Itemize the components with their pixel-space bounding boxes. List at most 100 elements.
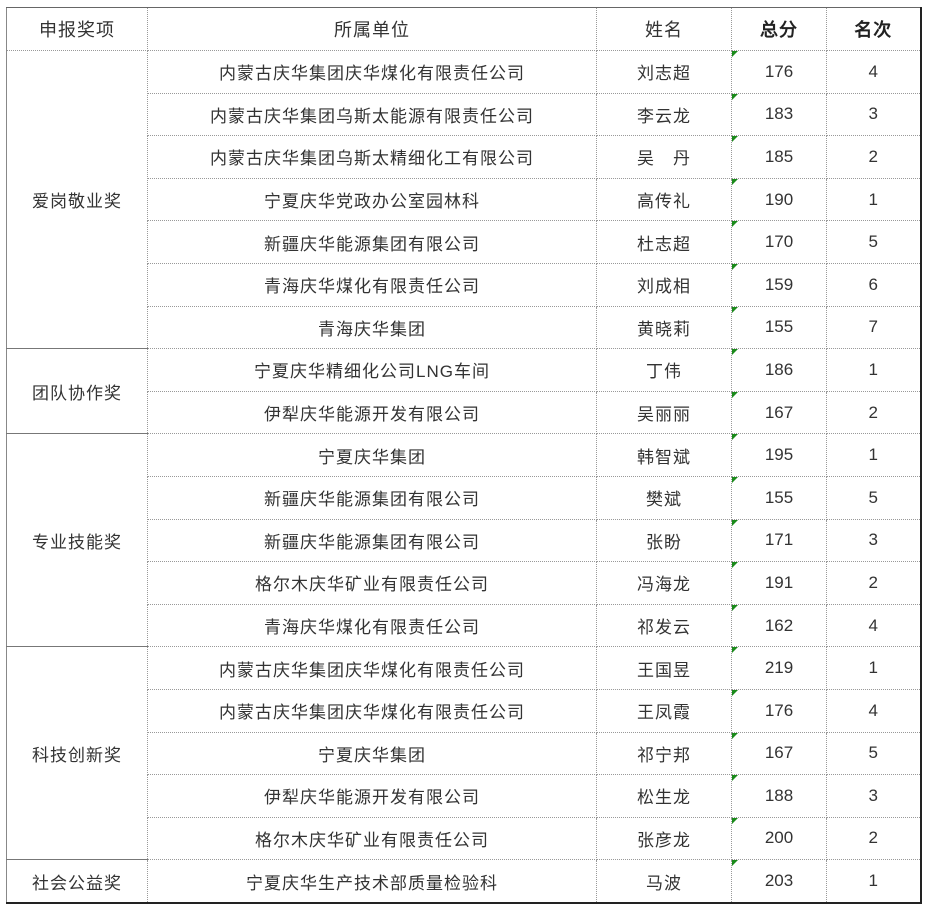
rank-cell: 2 — [826, 390, 921, 435]
score-cell: 186 — [731, 348, 827, 392]
rank-cell: 4 — [826, 603, 921, 648]
award-category: 爱岗敬业奖 — [6, 49, 148, 350]
unit-cell: 伊犁庆华能源开发有限公司 — [147, 774, 597, 818]
rank-cell: 6 — [826, 262, 921, 307]
score-cell: 171 — [731, 518, 827, 563]
table-row: 新疆庆华能源集团有限公司 杜志超 170 5 — [7, 220, 921, 264]
unit-cell: 新疆庆华能源集团有限公司 — [147, 220, 597, 264]
name-cell: 黄晓莉 — [596, 305, 732, 350]
award-category: 团队协作奖 — [6, 348, 148, 435]
table-row: 新疆庆华能源集团有限公司 张盼 171 3 — [7, 518, 921, 563]
table-row: 伊犁庆华能源开发有限公司 松生龙 188 3 — [7, 774, 921, 818]
unit-cell: 青海庆华煤化有限责任公司 — [147, 262, 597, 307]
unit-cell: 新疆庆华能源集团有限公司 — [147, 475, 597, 520]
name-cell: 祁宁邦 — [596, 731, 732, 776]
award-category: 专业技能奖 — [6, 433, 148, 648]
rank-cell: 7 — [826, 305, 921, 350]
rank-cell: 1 — [826, 433, 921, 477]
score-cell: 183 — [731, 92, 827, 137]
name-cell: 杜志超 — [596, 220, 732, 264]
name-cell: 王国昱 — [596, 646, 732, 690]
unit-cell: 内蒙古庆华集团乌斯太精细化工有限公司 — [147, 135, 597, 179]
unit-cell: 格尔木庆华矿业有限责任公司 — [147, 816, 597, 861]
name-cell: 韩智斌 — [596, 433, 732, 477]
rank-cell: 1 — [826, 646, 921, 690]
rank-cell: 2 — [826, 135, 921, 179]
name-cell: 吴 丹 — [596, 135, 732, 179]
header-rank: 名次 — [826, 7, 921, 51]
name-cell: 刘志超 — [596, 50, 732, 94]
rank-cell: 1 — [826, 859, 921, 904]
name-cell: 冯海龙 — [596, 561, 732, 605]
score-cell: 200 — [731, 816, 827, 861]
rank-cell: 5 — [826, 220, 921, 264]
unit-cell: 青海庆华煤化有限责任公司 — [147, 603, 597, 648]
name-cell: 王凤霞 — [596, 688, 732, 733]
score-cell: 176 — [731, 688, 827, 733]
table-row: 社会公益奖 宁夏庆华生产技术部质量检验科 马波 203 1 — [6, 859, 921, 904]
table-row: 团队协作奖 宁夏庆华精细化公司LNG车间 丁伟 186 1 — [6, 348, 921, 435]
rank-cell: 5 — [826, 731, 921, 776]
rank-cell: 3 — [826, 518, 921, 563]
unit-cell: 内蒙古庆华集团庆华煤化有限责任公司 — [147, 50, 597, 94]
header-award: 申报奖项 — [6, 7, 148, 51]
score-cell: 188 — [731, 774, 827, 818]
score-cell: 191 — [731, 561, 827, 605]
rank-cell: 3 — [826, 92, 921, 137]
score-cell: 195 — [731, 433, 827, 477]
name-cell: 李云龙 — [596, 92, 732, 137]
rank-cell: 1 — [826, 348, 921, 392]
unit-cell: 新疆庆华能源集团有限公司 — [147, 518, 597, 563]
header-name: 姓名 — [596, 7, 732, 51]
score-cell: 185 — [731, 135, 827, 179]
name-cell: 樊斌 — [596, 475, 732, 520]
score-cell: 159 — [731, 262, 827, 307]
unit-cell: 宁夏庆华集团 — [147, 731, 597, 776]
unit-cell: 内蒙古庆华集团庆华煤化有限责任公司 — [147, 646, 597, 690]
award-category: 社会公益奖 — [6, 859, 148, 904]
name-cell: 刘成相 — [596, 262, 732, 307]
table-row: 科技创新奖 内蒙古庆华集团庆华煤化有限责任公司 王国昱 219 1 — [6, 646, 921, 861]
name-cell: 高传礼 — [596, 177, 732, 222]
name-cell: 松生龙 — [596, 774, 732, 818]
table-row: 宁夏庆华集团 祁宁邦 167 5 — [7, 731, 921, 776]
rank-cell: 3 — [826, 774, 921, 818]
table-row: 内蒙古庆华集团乌斯太能源有限责任公司 李云龙 183 3 — [7, 92, 921, 137]
table-row: 青海庆华集团 黄晓莉 155 7 — [7, 305, 921, 350]
header-row: 申报奖项 所属单位 姓名 总分 名次 — [6, 7, 921, 51]
name-cell: 张彦龙 — [596, 816, 732, 861]
table-row: 内蒙古庆华集团乌斯太精细化工有限公司吴 丹 185 2 — [7, 135, 921, 179]
rank-cell: 2 — [826, 561, 921, 605]
unit-cell: 伊犁庆华能源开发有限公司 — [147, 390, 597, 435]
unit-cell: 格尔木庆华矿业有限责任公司 — [147, 561, 597, 605]
name-cell: 张盼 — [596, 518, 732, 563]
header-score: 总分 — [731, 7, 827, 51]
table-row: 专业技能奖 宁夏庆华集团 韩智斌 195 1 — [6, 433, 921, 648]
unit-cell: 内蒙古庆华集团乌斯太能源有限责任公司 — [147, 92, 597, 137]
score-cell: 155 — [731, 305, 827, 350]
rank-cell: 5 — [826, 475, 921, 520]
unit-cell: 宁夏庆华党政办公室园林科 — [147, 177, 597, 222]
table-row: 格尔木庆华矿业有限责任公司 冯海龙 191 2 — [7, 561, 921, 605]
table-row: 伊犁庆华能源开发有限公司 吴丽丽 167 2 — [7, 390, 921, 435]
score-cell: 219 — [731, 646, 827, 690]
score-cell: 203 — [731, 859, 827, 904]
rank-cell: 4 — [826, 50, 921, 94]
name-cell: 吴丽丽 — [596, 390, 732, 435]
score-cell: 155 — [731, 475, 827, 520]
unit-cell: 宁夏庆华生产技术部质量检验科 — [147, 859, 597, 904]
unit-cell: 宁夏庆华集团 — [147, 433, 597, 477]
awards-table: 申报奖项 所属单位 姓名 总分 名次 爱岗敬业奖 内蒙古庆华集团庆华煤化有限责任公… — [6, 7, 922, 904]
score-cell: 176 — [731, 50, 827, 94]
score-cell: 167 — [731, 731, 827, 776]
score-cell: 170 — [731, 220, 827, 264]
table-row: 格尔木庆华矿业有限责任公司 张彦龙 200 2 — [7, 816, 921, 861]
award-category: 科技创新奖 — [6, 646, 148, 861]
name-cell: 丁伟 — [596, 348, 732, 392]
rank-cell: 2 — [826, 816, 921, 861]
rank-cell: 4 — [826, 688, 921, 733]
unit-cell: 宁夏庆华精细化公司LNG车间 — [147, 348, 597, 392]
rank-cell: 1 — [826, 177, 921, 222]
score-cell: 162 — [731, 603, 827, 648]
name-cell: 马波 — [596, 859, 732, 904]
